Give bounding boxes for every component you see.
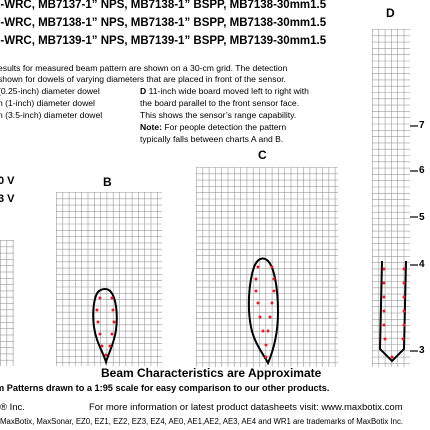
beam-dot (111, 308, 115, 312)
model-line-3: 9-WRC, MB7139-1” NPS, MB7139-1” BSPP, MB… (0, 35, 327, 47)
beam-dot (266, 329, 270, 333)
d-desc-line-1: 11-inch wide board moved left to right w… (148, 86, 309, 96)
beam-dot (98, 296, 102, 300)
beam-dot (402, 323, 406, 327)
beam-dot (256, 301, 260, 305)
beam-dot (258, 315, 262, 319)
note-line-1: Note: For people detection the pattern (140, 122, 286, 133)
beam-dot (254, 277, 258, 281)
beam-dot (383, 337, 387, 341)
footer-trademarks: MaxBotix, MaxSonar, EZ0, EZ1, EZ2, EZ3, … (0, 417, 404, 426)
beam-dot (402, 309, 406, 313)
beam-dot (261, 329, 265, 333)
footer-copyright: ® Inc. (0, 402, 25, 413)
chart-c-label: C (258, 148, 267, 162)
beam-dot (382, 267, 386, 271)
chart-d-beam-outline (378, 260, 407, 363)
beam-dot (264, 343, 268, 347)
beam-characteristics-title: Beam Characteristics are Approximate (101, 366, 322, 380)
beam-dot (254, 289, 258, 293)
intro-line-1: esults for measured beam pattern are sho… (0, 63, 288, 73)
chart-b (56, 192, 162, 366)
beam-dot (95, 308, 99, 312)
dowel-a: (0.25-inch) diameter dowel (0, 86, 100, 96)
chart-c-beam-outline (247, 257, 280, 366)
beam-dot (402, 295, 406, 299)
d-letter: D (140, 86, 147, 96)
beam-dot (270, 265, 274, 269)
beam-dot (272, 277, 276, 281)
beam-dot (390, 355, 394, 359)
beam-dot (382, 281, 386, 285)
beam-dot (264, 355, 268, 359)
d-tick-7: 7 (419, 120, 425, 131)
beam-dot (402, 281, 406, 285)
chart-d-label: D (386, 6, 395, 20)
dowel-b: n (1-inch) diameter dowel (0, 98, 95, 108)
dowel-c: n (3.5-inch) diameter dowel (0, 110, 103, 120)
beam-dot (401, 337, 405, 341)
beam-dot (96, 320, 100, 324)
beam-dot (402, 267, 406, 271)
d-description: D 11-inch wide board moved left to right… (140, 86, 309, 97)
d-tick-4: 4 (419, 259, 425, 270)
chart-a-grid (0, 240, 14, 366)
beam-dot (272, 289, 276, 293)
chart-b-label: B (103, 175, 112, 189)
beam-dot (112, 320, 116, 324)
d-tick-3: 3 (419, 345, 425, 356)
beam-dot (382, 323, 386, 327)
beam-dot (270, 301, 274, 305)
scale-note: m Patterns drawn to a 1:95 scale for eas… (0, 383, 330, 393)
chart-b-beam-outline (92, 288, 118, 366)
beam-dot (108, 344, 112, 348)
voltage-2: 3 V (0, 193, 15, 205)
intro-line-2: shown for dowels of varying diameters th… (0, 74, 287, 84)
beam-dot (382, 295, 386, 299)
chart-c (196, 167, 338, 367)
d-desc-line-2: the board parallel to the front sensor f… (140, 98, 300, 108)
model-line-2: 8-WRC, MB7138-1” NPS, MB7138-1” BSPP, MB… (0, 17, 327, 29)
d-desc-line-3: This shows the sensor’s range capability… (140, 110, 297, 120)
d-tick-5: 5 (419, 212, 425, 223)
note-line-2: typically falls between charts A and B. (140, 134, 284, 144)
voltage-1: 0 V (0, 175, 15, 187)
chart-d-ticks (410, 125, 418, 352)
footer-website[interactable]: For more information or latest product d… (89, 402, 403, 413)
beam-dot (268, 315, 272, 319)
beam-dot (382, 309, 386, 313)
beam-dot (104, 353, 108, 357)
model-line-1: 7-WRC, MB7137-1” NPS, MB7138-1” BSPP, MB… (0, 0, 327, 11)
beam-dot (100, 344, 104, 348)
beam-dot (256, 265, 260, 269)
chart-d (372, 29, 418, 367)
beam-dot (110, 296, 114, 300)
note-text-1: For people detection the pattern (164, 122, 287, 132)
note-label: Note: (140, 122, 162, 132)
beam-dot (98, 332, 102, 336)
beam-dot (110, 332, 114, 336)
d-tick-6: 6 (419, 165, 425, 176)
